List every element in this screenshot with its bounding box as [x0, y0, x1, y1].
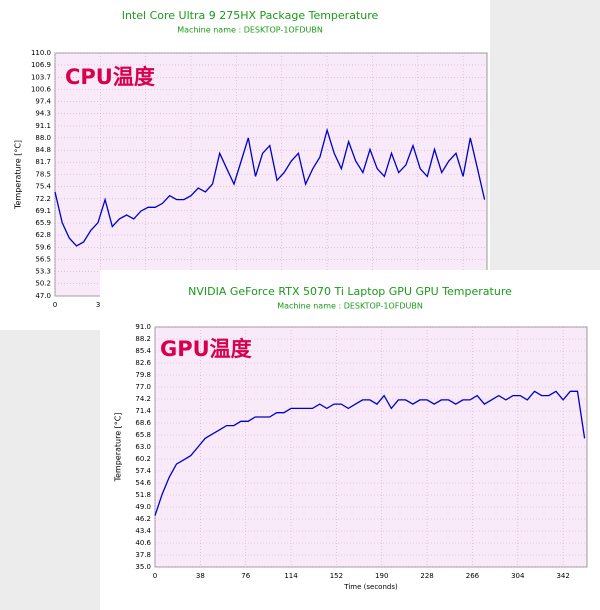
chart-subtitle: Machine name : DESKTOP-1OFDUBN	[277, 302, 423, 311]
x-axis-label: Time (seconds)	[343, 583, 398, 591]
y-tick-label: 54.6	[135, 479, 151, 487]
chart-panel: Intel Core Ultra 9 275HX Package Tempera…	[0, 0, 490, 330]
y-tick-label: 59.6	[35, 243, 51, 251]
y-tick-label: 79.8	[135, 371, 151, 379]
x-tick-label: 190	[375, 572, 388, 580]
y-tick-label: 51.8	[135, 491, 151, 499]
y-axis-label: Temperature [°C]	[114, 412, 123, 482]
y-tick-label: 46.2	[135, 515, 151, 523]
x-tick-label: 0	[153, 572, 157, 580]
y-tick-label: 43.4	[135, 527, 151, 535]
y-tick-label: 50.2	[35, 280, 51, 288]
y-tick-label: 63.0	[135, 443, 151, 451]
y-tick-label: 47.0	[35, 292, 51, 300]
chart-title: NVIDIA GeForce RTX 5070 Ti Laptop GPU GP…	[188, 285, 512, 298]
y-tick-label: 78.5	[35, 171, 51, 179]
y-tick-label: 69.1	[35, 207, 51, 215]
x-tick-label: 228	[420, 572, 433, 580]
y-tick-label: 88.2	[135, 335, 151, 343]
x-tick-label: 266	[466, 572, 480, 580]
annotation: GPU温度	[160, 337, 252, 361]
x-tick-label: 304	[511, 572, 525, 580]
y-tick-label: 110.0	[31, 49, 51, 57]
y-tick-label: 71.4	[135, 407, 151, 415]
x-tick-label: 0	[53, 301, 57, 309]
annotation: CPU温度	[65, 65, 155, 89]
x-tick-label: 38	[196, 572, 205, 580]
y-tick-label: 74.2	[135, 395, 151, 403]
x-tick-label: 152	[330, 572, 343, 580]
y-tick-label: 53.3	[35, 268, 51, 276]
y-tick-label: 72.2	[35, 195, 51, 203]
y-tick-label: 40.6	[135, 539, 151, 547]
y-tick-label: 65.9	[35, 219, 51, 227]
y-tick-label: 35.0	[135, 563, 151, 571]
y-tick-label: 84.8	[35, 146, 51, 154]
y-tick-label: 49.0	[135, 503, 151, 511]
y-tick-label: 94.3	[35, 110, 51, 118]
y-tick-label: 82.6	[135, 359, 151, 367]
y-tick-label: 68.6	[135, 419, 151, 427]
x-tick-label: 342	[556, 572, 569, 580]
y-tick-label: 88.0	[35, 134, 51, 142]
chart-title: Intel Core Ultra 9 275HX Package Tempera…	[122, 9, 379, 22]
data-line	[154, 390, 586, 516]
y-tick-label: 100.6	[31, 85, 52, 93]
y-tick-label: 60.2	[135, 455, 151, 463]
y-tick-label: 85.4	[135, 347, 151, 355]
x-tick-label: 114	[284, 572, 298, 580]
y-tick-label: 57.4	[135, 467, 151, 475]
y-tick-label: 56.5	[35, 255, 51, 263]
y-tick-label: 37.8	[135, 551, 151, 559]
y-tick-label: 91.0	[135, 323, 151, 331]
data-line	[54, 127, 486, 247]
y-tick-label: 77.0	[135, 383, 151, 391]
y-tick-label: 81.7	[35, 158, 51, 166]
y-tick-label: 97.4	[35, 98, 51, 106]
y-tick-label: 65.8	[135, 431, 151, 439]
chart-subtitle: Machine name : DESKTOP-1OFDUBN	[177, 26, 323, 35]
chart-panel: NVIDIA GeForce RTX 5070 Ti Laptop GPU GP…	[100, 270, 600, 610]
y-axis-label: Temperature [°C]	[14, 140, 23, 210]
y-tick-label: 91.1	[35, 122, 51, 130]
y-tick-label: 106.9	[31, 61, 51, 69]
y-tick-label: 103.7	[31, 73, 51, 81]
y-tick-label: 62.8	[35, 231, 51, 239]
y-tick-label: 75.4	[35, 182, 51, 190]
x-tick-label: 76	[241, 572, 250, 580]
